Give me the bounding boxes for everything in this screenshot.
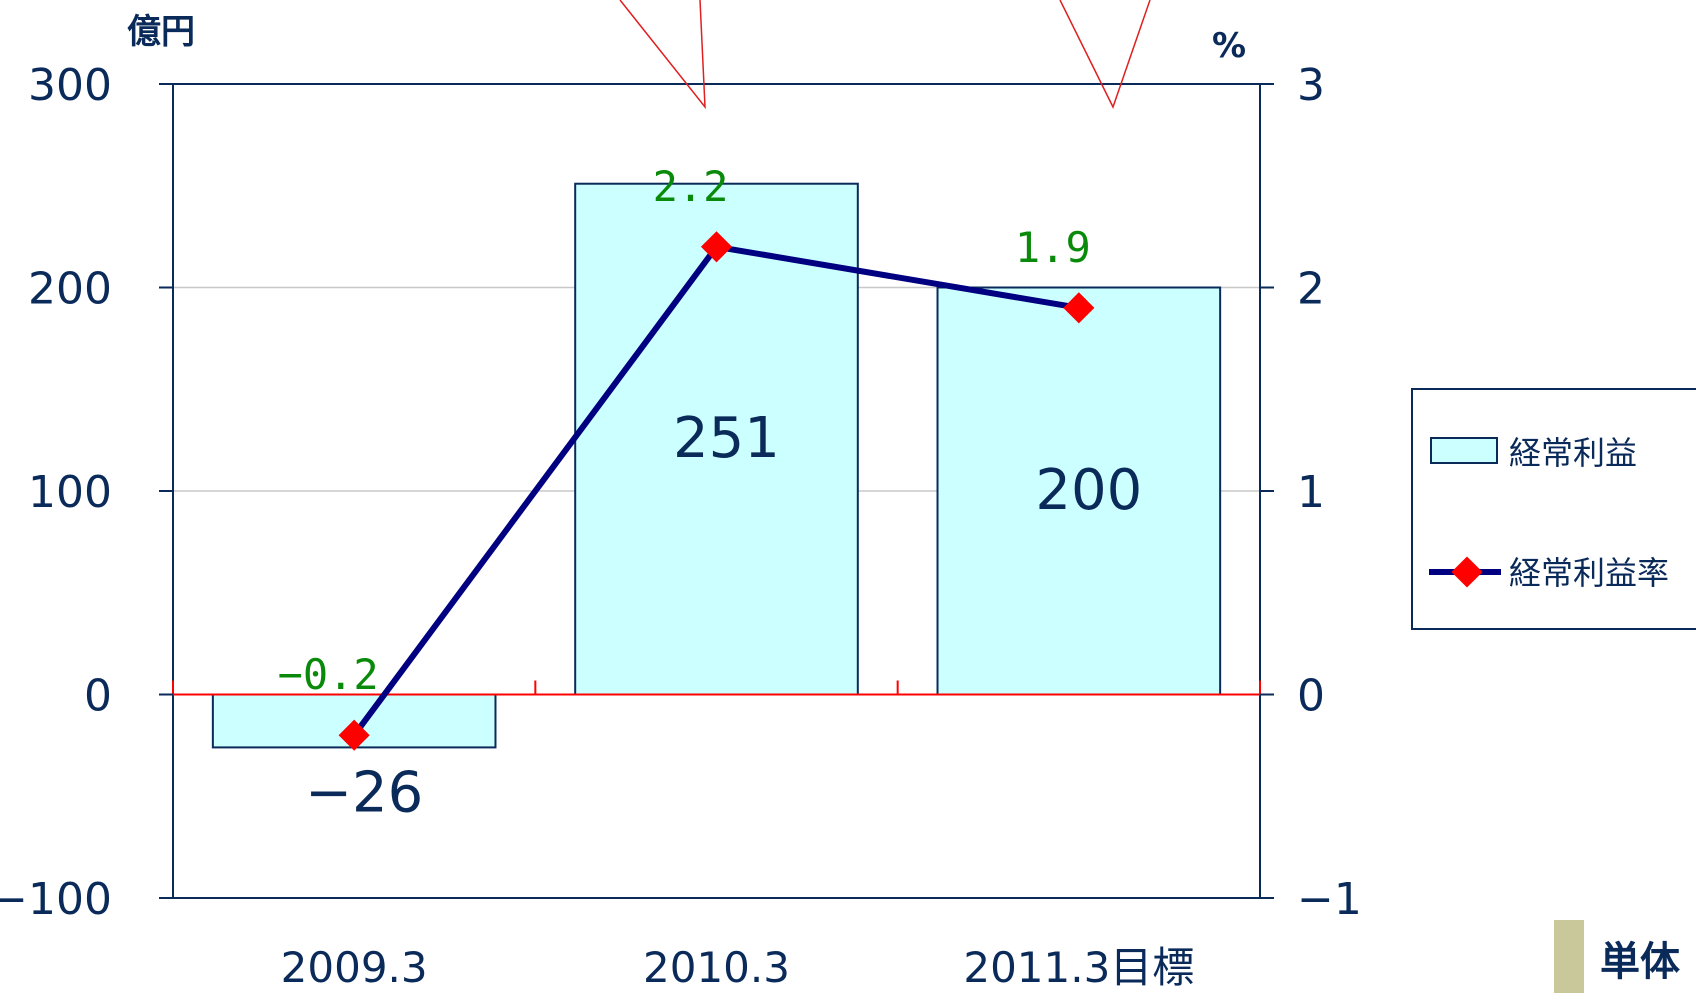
right-tick-label: 0 <box>1297 671 1325 722</box>
zero-line-ticks <box>172 680 1261 695</box>
right-tick-label: 1 <box>1297 467 1325 518</box>
badge-label: 単体 <box>1600 939 1680 985</box>
badge-bar <box>1554 920 1584 993</box>
callout-pointers <box>619 0 1151 110</box>
legend-box <box>1411 388 1696 630</box>
bars <box>211 182 1222 749</box>
right-axis-unit: % <box>1212 26 1246 66</box>
left-axis-unit: 億円 <box>127 12 195 52</box>
right-axis-ticks: 3 2 1 0 −1 <box>1260 60 1362 925</box>
legend-line-label: 経常利益率 <box>1509 554 1669 592</box>
rate-line-layer <box>338 231 1095 751</box>
bar-value-label: 200 <box>1035 458 1142 523</box>
left-tick-label: 300 <box>28 60 112 111</box>
legend-bar-swatch <box>1430 437 1498 464</box>
right-tick-label: 2 <box>1297 264 1325 315</box>
bar-value-label: 251 <box>673 406 780 471</box>
rate-value-label: 2.2 <box>653 162 729 211</box>
category-labels: 2009.3 2010.3 2011.3目標 <box>281 943 1195 992</box>
rate-value-label: −0.2 <box>278 650 379 699</box>
bar <box>936 286 1222 696</box>
left-axis-ticks: 300 200 100 0 −100 <box>0 60 173 925</box>
left-tick-label: 100 <box>28 467 112 518</box>
right-tick-label: 3 <box>1297 60 1325 111</box>
callout-pointer <box>619 0 706 110</box>
callout-pointer <box>1059 0 1151 109</box>
rate-value-label: 1.9 <box>1015 223 1091 272</box>
left-tick-label: 200 <box>28 264 112 315</box>
right-tick-label: −1 <box>1297 874 1362 925</box>
left-tick-label: −100 <box>0 874 112 925</box>
left-tick-label: 0 <box>84 671 112 722</box>
category-label: 2011.3目標 <box>963 943 1194 992</box>
rate-marker <box>338 719 370 751</box>
badge: 単体 <box>1554 920 1680 993</box>
rate-marker <box>1063 292 1095 324</box>
bar <box>574 182 859 696</box>
category-label: 2009.3 <box>281 943 428 992</box>
legend-bar-label: 経常利益 <box>1509 434 1637 472</box>
bar-value-label: −26 <box>305 760 423 825</box>
rate-value-labels: −0.2 2.2 1.9 <box>278 162 1091 699</box>
legend: 経常利益 経常利益率 <box>1411 388 1696 630</box>
bar-value-labels: −26 251 200 <box>305 406 1142 825</box>
category-label: 2010.3 <box>643 943 790 992</box>
